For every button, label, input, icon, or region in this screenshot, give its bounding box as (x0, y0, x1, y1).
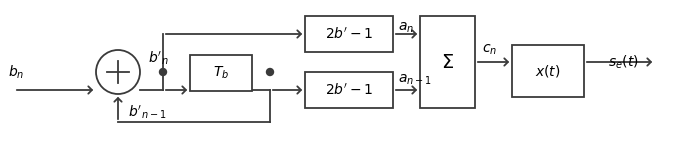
Circle shape (160, 69, 166, 75)
Text: $a_{n-1}$: $a_{n-1}$ (398, 73, 432, 87)
Bar (305, 16, 393, 52)
Text: $x(t)$: $x(t)$ (535, 63, 561, 79)
Circle shape (267, 69, 273, 75)
Bar (420, 16, 475, 108)
Text: $\Sigma$: $\Sigma$ (441, 52, 454, 71)
Text: $a_n$: $a_n$ (398, 21, 414, 35)
Circle shape (96, 50, 140, 94)
Text: $b'_{n-1}$: $b'_{n-1}$ (128, 103, 166, 121)
Text: $s_e(t)$: $s_e(t)$ (608, 53, 639, 71)
Text: $T_b$: $T_b$ (213, 65, 229, 81)
Text: $b'_n$: $b'_n$ (148, 49, 169, 67)
Bar (305, 72, 393, 108)
Bar (190, 55, 252, 91)
Text: $2b'-1$: $2b'-1$ (325, 82, 374, 98)
Text: $b_n$: $b_n$ (8, 63, 24, 81)
Bar (512, 45, 584, 97)
Text: $c_n$: $c_n$ (482, 43, 497, 57)
Text: $2b'-1$: $2b'-1$ (325, 26, 374, 42)
